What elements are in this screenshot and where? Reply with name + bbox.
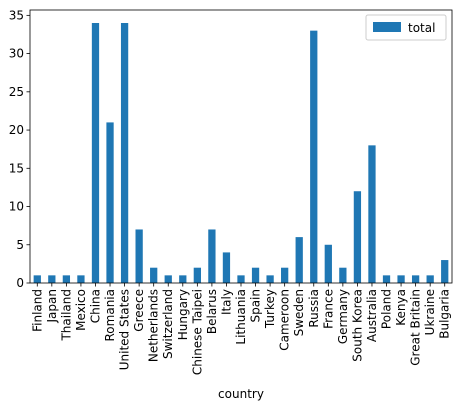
- x-axis: Finland Japan Thailand Mexico China Romania Un…: [30, 283, 452, 375]
- x-tick-label: Thailand: [59, 289, 73, 342]
- x-tick-label: Cameroon: [278, 289, 292, 351]
- bar: [281, 267, 289, 283]
- bar: [222, 252, 231, 283]
- bar: [382, 275, 391, 283]
- x-tick-label: Australia: [365, 289, 379, 342]
- bar: [426, 275, 434, 283]
- x-tick-label: Great Britain: [409, 289, 423, 366]
- bar: [120, 23, 129, 283]
- y-tick-label: 10: [9, 200, 24, 214]
- x-tick-label: Belarus: [205, 289, 219, 334]
- bar: [150, 267, 158, 283]
- x-tick-label: Mexico: [74, 289, 88, 331]
- x-tick-label: Chinese Taipei: [190, 289, 204, 375]
- x-tick-label: Lithuania: [234, 289, 248, 345]
- bars: [33, 23, 449, 283]
- x-tick-label: Russia: [307, 289, 321, 328]
- bar: [106, 122, 114, 283]
- y-tick-label: 0: [16, 276, 24, 290]
- y-tick-label: 35: [9, 8, 24, 22]
- bar: [208, 229, 216, 283]
- y-tick-label: 5: [16, 238, 24, 252]
- bar: [135, 229, 143, 283]
- legend-box: [365, 14, 447, 41]
- bar: [353, 191, 362, 283]
- bar: [266, 275, 274, 283]
- x-tick-label: South Korea: [350, 289, 364, 362]
- bar: [339, 267, 347, 283]
- x-tick-label: Germany: [336, 289, 350, 344]
- bar: [179, 275, 187, 283]
- legend-label: total: [408, 21, 435, 35]
- x-tick-label: Netherlands: [147, 289, 161, 362]
- x-tick-label: Bulgaria: [438, 289, 452, 339]
- y-tick-label: 30: [9, 47, 24, 61]
- x-tick-label: Switzerland: [161, 289, 175, 359]
- x-tick-label: Kenya: [394, 289, 408, 326]
- plot-frame: [29, 9, 453, 284]
- bar: [237, 275, 245, 283]
- y-tick-label: 25: [9, 85, 24, 99]
- bar: [164, 275, 172, 283]
- bar: [441, 260, 449, 283]
- bar: [33, 275, 41, 283]
- x-tick-label: Japan: [45, 289, 59, 323]
- bar: [62, 275, 71, 283]
- x-tick-label: Greece: [132, 289, 146, 332]
- bar: [193, 267, 201, 283]
- x-tick-label: France: [321, 289, 335, 329]
- x-tick-label: Italy: [219, 289, 233, 315]
- bar: [397, 275, 405, 283]
- x-tick-label: Spain: [249, 289, 263, 323]
- bar: [295, 237, 303, 283]
- x-tick-label: Hungary: [176, 289, 190, 340]
- legend-swatch: [373, 22, 401, 32]
- y-tick-label: 15: [9, 161, 24, 175]
- legend: total: [365, 14, 447, 41]
- bar: [324, 244, 332, 283]
- bar: [310, 30, 318, 283]
- bar: [48, 275, 56, 283]
- y-axis: 0 5 10 15 20 25 30 35: [9, 8, 30, 290]
- x-tick-label: Ukraine: [423, 289, 437, 335]
- bar: [368, 145, 376, 283]
- x-tick-label: China: [88, 289, 102, 323]
- x-tick-label: Sweden: [292, 289, 306, 336]
- x-tick-label: Turkey: [263, 289, 277, 329]
- x-tick-label: Romania: [103, 289, 117, 341]
- x-tick-label: Poland: [380, 289, 394, 329]
- x-tick-label: United States: [118, 289, 132, 370]
- y-tick-label: 20: [9, 123, 24, 137]
- x-axis-label: country: [218, 387, 264, 401]
- bar: [251, 267, 260, 283]
- bar: [91, 23, 100, 283]
- bar: [411, 275, 420, 283]
- x-tick-label: Finland: [30, 289, 44, 332]
- bar: [77, 275, 85, 283]
